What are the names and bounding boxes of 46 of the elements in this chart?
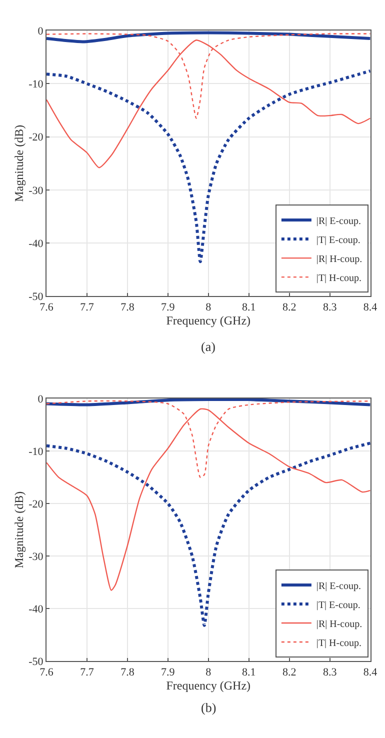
x-tick-label: 8.2 bbox=[282, 301, 296, 314]
y-tick-label: -30 bbox=[28, 550, 44, 563]
y-tick-label: 0 bbox=[38, 25, 44, 38]
x-tick-label: 7.7 bbox=[80, 301, 94, 314]
y-tick-label: -50 bbox=[28, 656, 44, 668]
x-tick-label: 8 bbox=[206, 301, 212, 314]
x-tick-label: 7.6 bbox=[40, 666, 54, 678]
text: (b) bbox=[201, 700, 216, 715]
legend-label: |T| H-coup. bbox=[316, 638, 362, 649]
x-tick-label: 8.4 bbox=[363, 301, 378, 314]
legend-label: |T| E-coup. bbox=[316, 234, 360, 246]
x-tick-label: 8.1 bbox=[242, 666, 256, 678]
y-axis-title: Magnitude (dB) bbox=[12, 124, 26, 202]
x-tick-label: 7.9 bbox=[161, 666, 176, 678]
y-tick-label: -40 bbox=[28, 238, 44, 250]
y-tick-label: -20 bbox=[28, 498, 44, 510]
x-tick-label: 8.3 bbox=[322, 666, 338, 678]
text: (a) bbox=[201, 339, 216, 354]
legend-label: |T| H-coup. bbox=[316, 272, 362, 284]
line-series bbox=[46, 31, 370, 44]
y-tick-label: 0 bbox=[38, 393, 44, 406]
x-axis-title: Frequency (GHz) bbox=[166, 678, 251, 692]
x-tick-label: 8 bbox=[206, 666, 212, 678]
x-tick-label: 7.8 bbox=[120, 666, 135, 678]
y-axis-title: Magnitude (dB) bbox=[12, 491, 26, 568]
x-tick-label: 8.4 bbox=[363, 666, 378, 678]
legend-label: |R| E-coup. bbox=[316, 216, 361, 227]
x-tick-label: 8.2 bbox=[282, 666, 296, 678]
x-tick-label: 7.8 bbox=[120, 301, 135, 314]
y-tick-label: -50 bbox=[28, 291, 44, 304]
y-tick-label: -30 bbox=[28, 184, 44, 197]
y-tick-label: -10 bbox=[28, 78, 44, 91]
y-tick-label: -40 bbox=[28, 603, 44, 616]
y-tick-label: -20 bbox=[28, 132, 44, 144]
legend-label: |R| H-coup. bbox=[316, 618, 362, 630]
line-series bbox=[46, 69, 370, 264]
legend-label: |T| E-coup. bbox=[316, 600, 360, 611]
y-tick-label: -10 bbox=[28, 446, 44, 458]
x-tick-label: 8.1 bbox=[242, 301, 256, 314]
x-axis-title: Frequency (GHz) bbox=[166, 313, 251, 328]
legend-label: |R| H-coup. bbox=[316, 254, 362, 265]
x-tick-label: 7.9 bbox=[161, 301, 176, 314]
x-tick-label: 8.3 bbox=[322, 301, 338, 314]
x-tick-label: 7.7 bbox=[80, 666, 94, 678]
legend-label: |R| E-coup. bbox=[316, 580, 361, 592]
x-tick-label: 7.6 bbox=[40, 301, 54, 314]
